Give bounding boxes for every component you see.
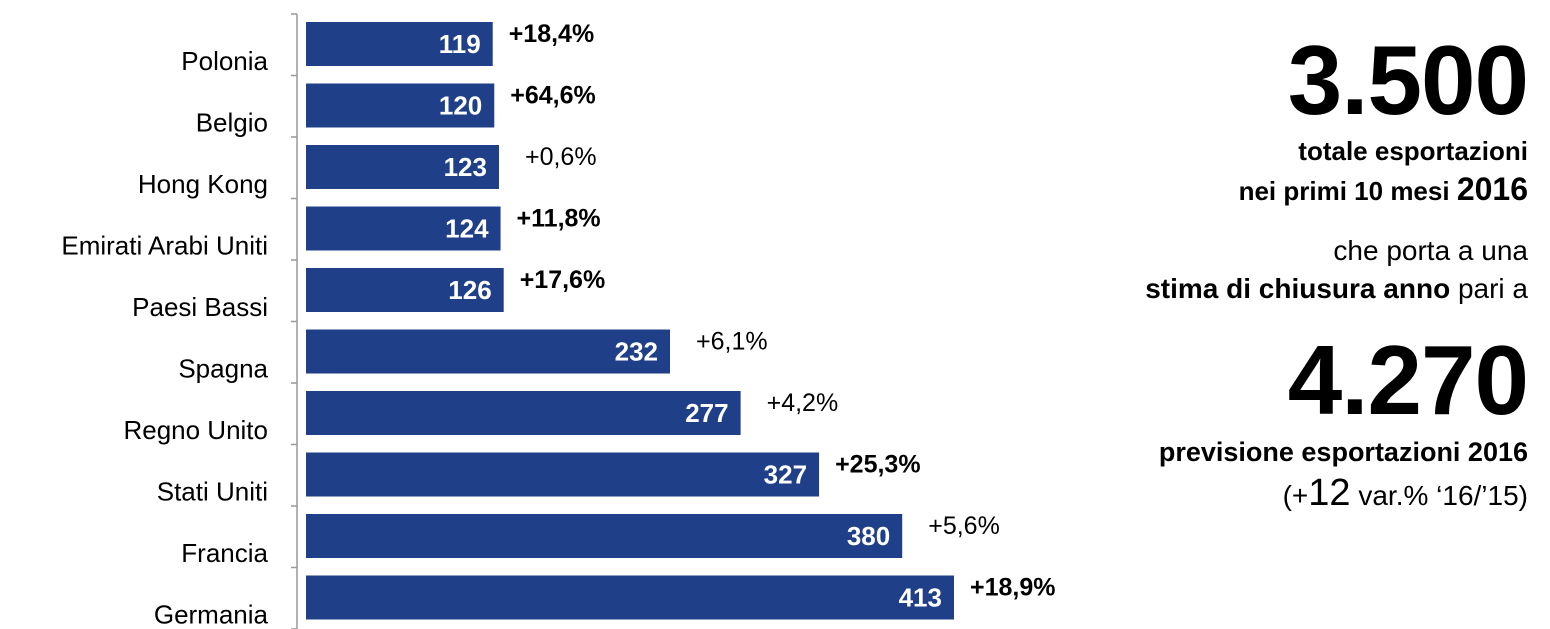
bar-spagna xyxy=(306,329,671,374)
bar-regno-unito xyxy=(306,391,741,435)
category-label: Francia xyxy=(181,538,268,568)
category-label: Emirati Arabi Uniti xyxy=(61,231,268,261)
total-value: 3.500 xyxy=(1287,25,1529,135)
axis-ticks xyxy=(291,13,297,629)
change-labels: +18,4% +64,6% +0,6% +11,8% +17,6% +6,1% +4,2% +… xyxy=(509,20,1056,602)
forecast-label: previsione esportazioni 2016 xyxy=(1158,437,1528,467)
value-label: 232 xyxy=(615,337,658,367)
category-label: Germania xyxy=(154,600,269,629)
change-label: +17,6% xyxy=(520,266,606,294)
bar-francia xyxy=(306,514,903,558)
change-label: +18,4% xyxy=(509,20,595,48)
category-label: Hong Kong xyxy=(138,169,268,199)
value-label: 277 xyxy=(685,398,728,428)
value-label: 380 xyxy=(847,521,890,551)
forecast-value: 4.270 xyxy=(1287,325,1529,435)
category-label: Paesi Bassi xyxy=(132,292,268,322)
total-line-1: totale esportazioni xyxy=(1298,136,1528,166)
category-label: Polonia xyxy=(181,46,268,76)
value-label: 124 xyxy=(445,214,489,244)
var-open: (+ xyxy=(1282,480,1309,511)
bars xyxy=(306,22,954,620)
bar-stati-uniti xyxy=(306,452,820,497)
category-labels: Polonia Belgio Hong Kong Emirati Arabi Unit… xyxy=(61,46,268,629)
change-label: +5,6% xyxy=(928,512,1000,540)
value-label: 120 xyxy=(439,91,482,121)
bar-belgio xyxy=(306,83,495,128)
bar-polonia xyxy=(306,22,493,66)
estimate-line-2: stima di chiusura anno pari a xyxy=(968,270,1528,308)
total-line-2-text: nei primi 10 mesi xyxy=(1238,176,1450,206)
bar-paesi-bassi xyxy=(306,268,504,312)
value-label: 126 xyxy=(448,275,491,305)
bar-germania xyxy=(306,575,954,620)
value-label: 327 xyxy=(764,460,807,490)
value-label: 123 xyxy=(444,152,487,182)
bar-emirati-arabi-uniti xyxy=(306,206,501,251)
estimate-bold: stima di chiusura anno xyxy=(1145,273,1451,304)
change-label: +64,6% xyxy=(510,82,596,110)
total-year: 2016 xyxy=(1456,171,1528,207)
category-label: Belgio xyxy=(196,108,268,138)
change-label: +6,1% xyxy=(696,328,768,356)
estimate-rest: pari a xyxy=(1457,273,1528,304)
export-bar-chart: Polonia Belgio Hong Kong Emirati Arabi Unit… xyxy=(61,13,1056,629)
summary-panel: 3.500 totale esportazioni nei primi 10 m… xyxy=(968,25,1529,517)
category-label: Regno Unito xyxy=(123,415,268,445)
change-label: +0,6% xyxy=(525,143,597,171)
value-label: 413 xyxy=(899,583,942,613)
var-text: var.% ‘16/’15) xyxy=(1358,480,1528,511)
category-label: Stati Uniti xyxy=(157,477,268,507)
var-number: 12 xyxy=(1308,472,1351,514)
forecast-variation: (+12 var.% ‘16/’15) xyxy=(968,472,1528,517)
change-label: +11,8% xyxy=(517,205,601,233)
value-label: 119 xyxy=(439,29,481,59)
change-label: +25,3% xyxy=(835,451,921,479)
estimate-line-1: che porta a una xyxy=(1333,235,1528,266)
change-label: +18,9% xyxy=(970,574,1056,602)
value-labels: 119 120 123 124 126 232 277 327 380 413 xyxy=(439,29,942,613)
category-label: Spagna xyxy=(178,354,268,384)
total-line-2: nei primi 10 mesi 2016 xyxy=(968,170,1528,210)
bar-hong-kong xyxy=(306,145,499,189)
change-label: +4,2% xyxy=(767,389,839,417)
